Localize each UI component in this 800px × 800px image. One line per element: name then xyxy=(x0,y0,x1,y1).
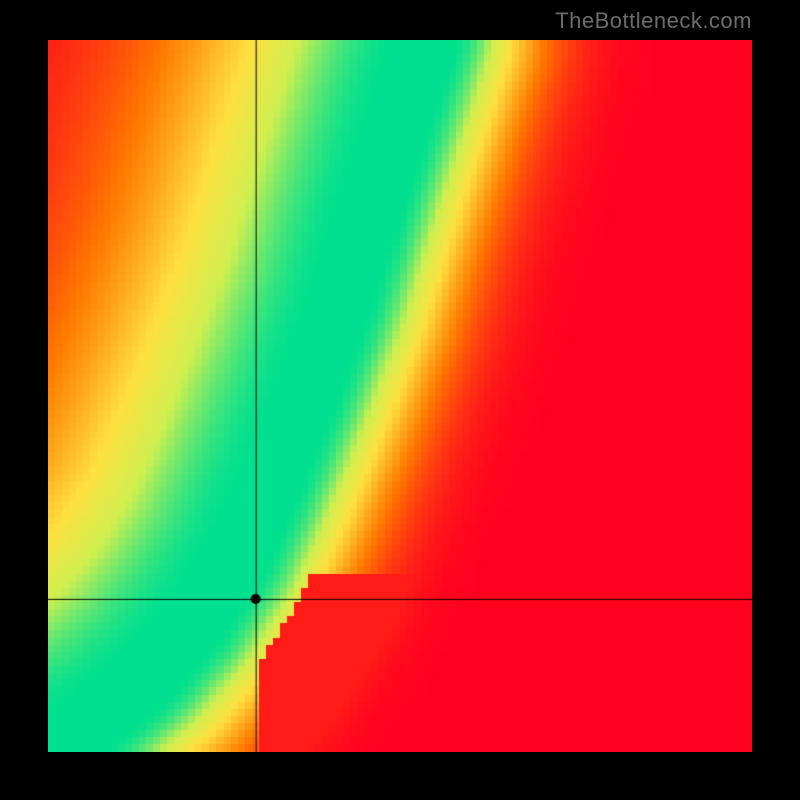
watermark-text: TheBottleneck.com xyxy=(555,8,752,34)
bottleneck-heatmap xyxy=(48,40,752,752)
heatmap-canvas xyxy=(48,40,752,752)
